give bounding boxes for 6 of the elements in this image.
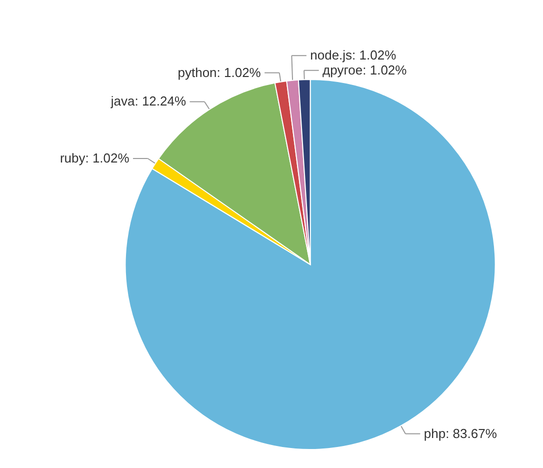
slice-label: node.js: 1.02% xyxy=(310,48,397,63)
slice-label: java: 12.24% xyxy=(110,94,186,109)
slice-label: ruby: 1.02% xyxy=(60,150,130,166)
slice-label: python: 1.02% xyxy=(178,64,262,80)
slice-label: php: 83.67% xyxy=(424,426,498,441)
slice-label: другое: 1.02% xyxy=(322,62,408,78)
